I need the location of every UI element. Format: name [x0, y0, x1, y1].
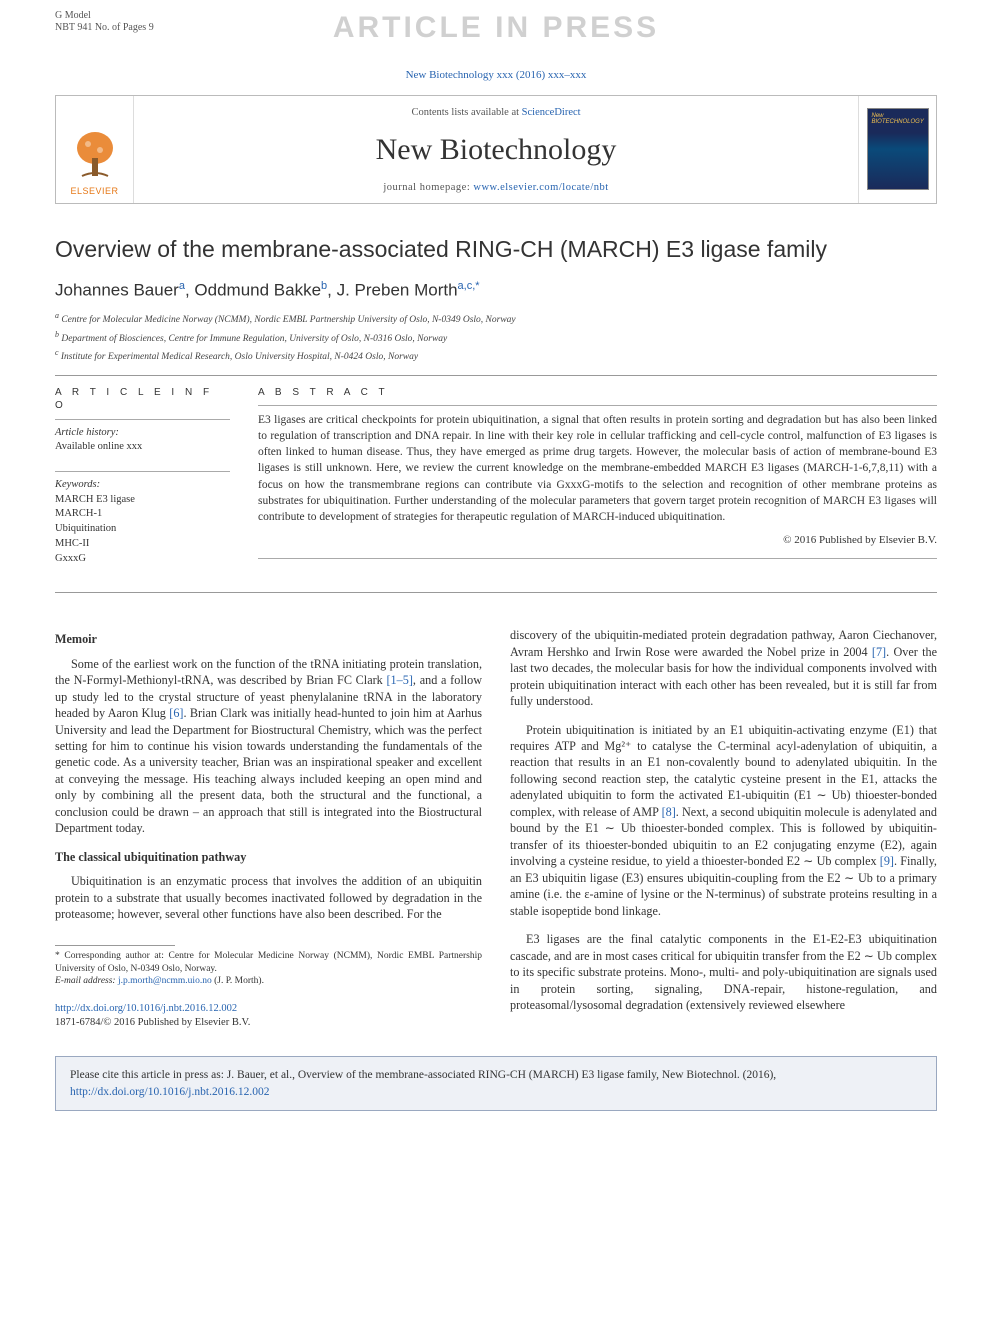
keywords-block: Keywords: MARCH E3 ligaseMARCH-1Ubiquiti… [55, 478, 230, 566]
doi-link[interactable]: http://dx.doi.org/10.1016/j.nbt.2016.12.… [55, 1003, 237, 1014]
info-abstract-row: A R T I C L E I N F O Article history: A… [55, 386, 937, 583]
ubiq-paragraph: Ubiquitination is an enzymatic process t… [55, 873, 482, 922]
doi-block: http://dx.doi.org/10.1016/j.nbt.2016.12.… [55, 1002, 482, 1030]
abstract-copyright: © 2016 Published by Elsevier B.V. [258, 533, 937, 548]
footnote-separator [55, 945, 175, 946]
memoir-paragraph: Some of the earliest work on the functio… [55, 656, 482, 837]
publisher-logo-cell: ELSEVIER [56, 96, 134, 203]
divider [55, 471, 230, 472]
divider [258, 405, 937, 406]
affiliation-line: a Centre for Molecular Medicine Norway (… [55, 310, 937, 327]
right-p3: E3 ligases are the final catalytic compo… [510, 931, 937, 1013]
keyword-item: MARCH E3 ligase [55, 493, 230, 508]
affiliation-line: b Department of Biosciences, Centre for … [55, 329, 937, 346]
journal-header-box: ELSEVIER Contents lists available at Sci… [55, 95, 937, 204]
top-citation-line: New Biotechnology xxx (2016) xxx–xxx [55, 68, 937, 83]
divider [55, 592, 937, 593]
corresponding-email-link[interactable]: j.p.morth@ncmm.uio.no [118, 976, 212, 986]
divider [258, 558, 937, 559]
keyword-item: MHC-II [55, 537, 230, 552]
g-model-line2: NBT 941 No. of Pages 9 [55, 22, 154, 34]
g-model-line1: G Model [55, 10, 154, 22]
page: G Model NBT 941 No. of Pages 9 ARTICLE I… [0, 0, 992, 1151]
journal-header-center: Contents lists available at ScienceDirec… [134, 96, 858, 203]
right-column: discovery of the ubiquitin-mediated prot… [510, 627, 937, 1030]
authors-line: Johannes Bauera, Oddmund Bakkeb, J. Preb… [55, 279, 937, 303]
keywords-list: MARCH E3 ligaseMARCH-1UbiquitinationMHC-… [55, 493, 230, 566]
section-heading-memoir: Memoir [55, 631, 482, 647]
affiliations: a Centre for Molecular Medicine Norway (… [55, 310, 937, 364]
g-model-header: G Model NBT 941 No. of Pages 9 [55, 10, 154, 34]
keyword-item: Ubiquitination [55, 522, 230, 537]
footnote-email-line: E-mail address: j.p.morth@ncmm.uio.no (J… [55, 975, 482, 988]
title-block: Overview of the membrane-associated RING… [55, 234, 937, 365]
journal-name: New Biotechnology [142, 130, 850, 171]
journal-cover-cell: New BIOTECHNOLOGY [858, 96, 936, 203]
cite-box-text: Please cite this article in press as: J.… [70, 1069, 776, 1081]
cover-title-text: New BIOTECHNOLOGY [872, 113, 924, 125]
right-p2: Protein ubiquitination is initiated by a… [510, 722, 937, 920]
history-label: Article history: [55, 426, 230, 441]
footnote-corresponding: * Corresponding author at: Centre for Mo… [55, 950, 482, 976]
abstract-heading: A B S T R A C T [258, 386, 937, 400]
sciencedirect-link[interactable]: ScienceDirect [522, 107, 581, 118]
keyword-item: MARCH-1 [55, 507, 230, 522]
cite-box-doi-link[interactable]: http://dx.doi.org/10.1016/j.nbt.2016.12.… [70, 1086, 269, 1098]
divider [55, 419, 230, 420]
abstract-text: E3 ligases are critical checkpoints for … [258, 412, 937, 525]
article-info-column: A R T I C L E I N F O Article history: A… [55, 386, 230, 583]
affiliation-line: c Institute for Experimental Medical Res… [55, 347, 937, 364]
corresponding-author-footnote: * Corresponding author at: Centre for Mo… [55, 950, 482, 988]
article-in-press-watermark: ARTICLE IN PRESS [333, 8, 659, 49]
article-info-heading: A R T I C L E I N F O [55, 386, 230, 413]
history-value: Available online xxx [55, 440, 230, 455]
journal-homepage-line: journal homepage: www.elsevier.com/locat… [142, 181, 850, 195]
publisher-name: ELSEVIER [70, 185, 118, 197]
article-history-block: Article history: Available online xxx [55, 426, 230, 455]
contents-available-line: Contents lists available at ScienceDirec… [142, 106, 850, 120]
divider [55, 375, 937, 376]
article-title: Overview of the membrane-associated RING… [55, 234, 937, 265]
keyword-item: GxxxG [55, 552, 230, 567]
keywords-label: Keywords: [55, 478, 230, 493]
abstract-column: A B S T R A C T E3 ligases are critical … [258, 386, 937, 583]
left-column: Memoir Some of the earliest work on the … [55, 627, 482, 1030]
section-heading-ubiq: The classical ubiquitination pathway [55, 849, 482, 865]
journal-homepage-link[interactable]: www.elsevier.com/locate/nbt [473, 182, 608, 193]
journal-cover-thumbnail: New BIOTECHNOLOGY [867, 108, 929, 190]
body-columns: Memoir Some of the earliest work on the … [55, 627, 937, 1030]
cite-this-article-box: Please cite this article in press as: J.… [55, 1056, 937, 1110]
issn-copyright-line: 1871-6784/© 2016 Published by Elsevier B… [55, 1016, 482, 1030]
elsevier-tree-icon [70, 128, 120, 183]
right-p1: discovery of the ubiquitin-mediated prot… [510, 627, 937, 709]
